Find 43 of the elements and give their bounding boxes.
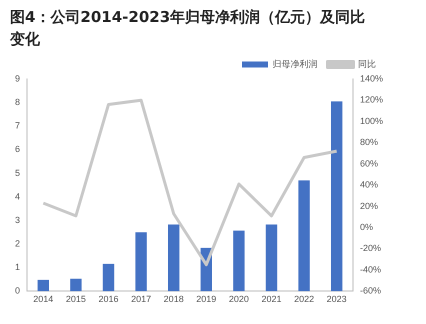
x-tick-label: 2019 bbox=[196, 294, 216, 304]
x-tick-label: 2018 bbox=[164, 294, 184, 304]
y2-tick-label: -20% bbox=[360, 243, 381, 254]
y-tick-label: 0 bbox=[14, 286, 20, 296]
y2-tick-label: 40% bbox=[360, 180, 378, 190]
y2-tick-label: 100% bbox=[360, 116, 384, 126]
bar bbox=[38, 280, 50, 292]
bar bbox=[135, 232, 147, 292]
x-tick-label: 2023 bbox=[326, 294, 347, 304]
y-tick-label: 1 bbox=[14, 262, 20, 272]
bar bbox=[330, 101, 342, 292]
bar bbox=[233, 230, 245, 292]
x-tick-label: 2015 bbox=[66, 294, 86, 304]
x-tick-label: 2017 bbox=[131, 294, 152, 304]
x-tick-label: 2020 bbox=[228, 294, 249, 304]
x-tick-label: 2021 bbox=[261, 294, 282, 304]
bar bbox=[168, 224, 180, 292]
y-tick-label: 8 bbox=[14, 97, 20, 108]
bar bbox=[102, 264, 114, 292]
x-tick-label: 2022 bbox=[294, 294, 314, 304]
x-tick-label: 2014 bbox=[33, 294, 54, 304]
y2-tick-label: 80% bbox=[360, 137, 378, 148]
y2-tick-label: 120% bbox=[360, 94, 384, 105]
y2-tick-label: 0% bbox=[360, 222, 373, 232]
legend-label: 归母净利润 bbox=[272, 58, 318, 69]
y2-tick-label: 140% bbox=[360, 73, 384, 84]
y-tick-label: 6 bbox=[14, 144, 20, 154]
y-tick-label: 7 bbox=[14, 120, 20, 131]
chart-title: 图4：公司2014-2023年归母净利润（亿元）及同比变化 bbox=[9, 7, 366, 50]
bar bbox=[266, 224, 278, 292]
y2-tick-label: -40% bbox=[360, 264, 381, 274]
legend-label: 同比 bbox=[358, 58, 376, 69]
y-tick-label: 2 bbox=[14, 238, 20, 249]
y2-tick-label: 60% bbox=[360, 158, 378, 168]
y-tick-label: 9 bbox=[14, 73, 20, 84]
x-tick-label: 2016 bbox=[98, 294, 119, 304]
y-tick-label: 4 bbox=[14, 191, 20, 202]
y-tick-label: 5 bbox=[14, 168, 20, 178]
y2-tick-label: -60% bbox=[360, 286, 381, 296]
bar bbox=[298, 180, 310, 292]
y-tick-label: 3 bbox=[14, 214, 20, 225]
bar bbox=[70, 278, 82, 292]
y2-tick-label: 20% bbox=[360, 200, 378, 211]
